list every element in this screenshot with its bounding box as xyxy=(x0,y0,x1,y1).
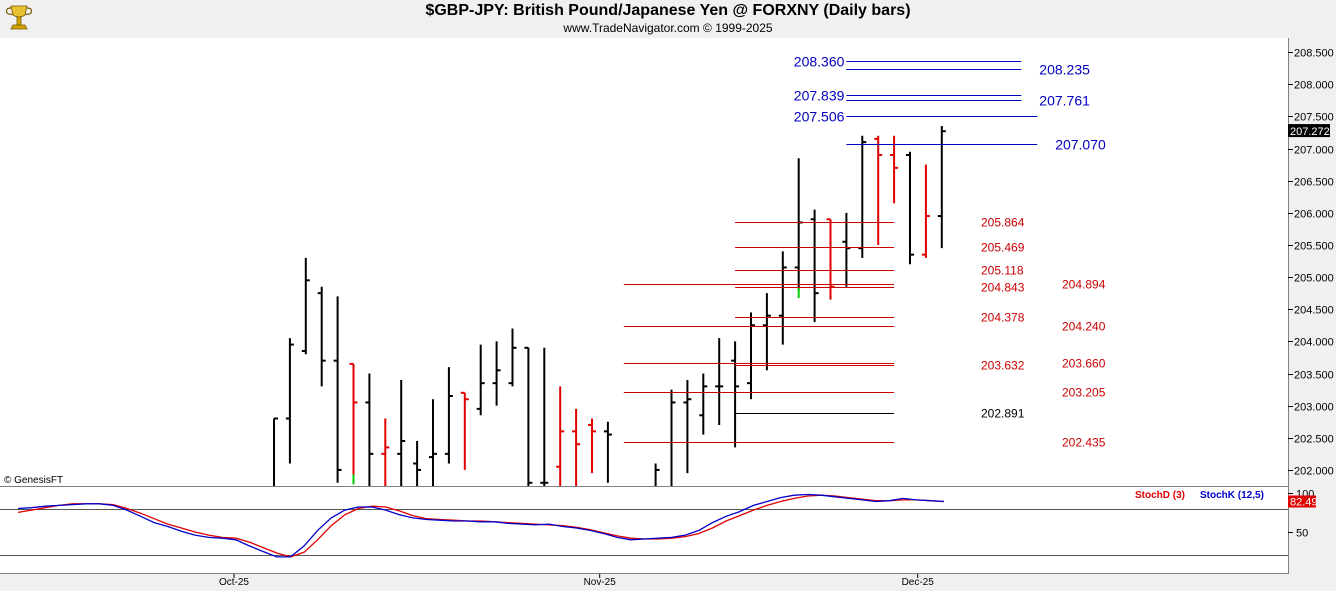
ohlc-bar xyxy=(540,347,549,486)
ohlc-bar xyxy=(349,362,358,485)
stoch-legend-item: StochK (12,5) xyxy=(1200,490,1264,501)
ohlc-bar xyxy=(906,151,914,265)
ohlc-bar xyxy=(429,399,437,486)
ohlc-bar xyxy=(731,341,740,448)
level-label: 207.761 xyxy=(1039,92,1090,108)
level-label: 202.435 xyxy=(1062,436,1106,450)
stochastic-panel xyxy=(0,486,1288,573)
ohlc-bar xyxy=(683,379,692,474)
stoch-last-label: 82.49 xyxy=(1290,496,1318,508)
time-tick-label: Nov-25 xyxy=(584,577,617,588)
ohlc-bar xyxy=(762,293,771,371)
ohlc-bar xyxy=(333,296,342,483)
ohlc-bar xyxy=(670,389,676,486)
price-tick-label: 203.000 xyxy=(1294,402,1334,414)
price-panel xyxy=(0,38,1288,486)
stoch-k-line xyxy=(17,493,945,558)
time-tick-label: Dec-25 xyxy=(902,577,935,588)
ohlc-bar xyxy=(397,379,406,486)
level-label: 203.205 xyxy=(1062,386,1106,400)
time-tick-label: Oct-25 xyxy=(219,577,249,588)
stoch-last-box xyxy=(1288,495,1316,508)
ohlc-bar xyxy=(921,164,930,258)
price-tick-label: 207.000 xyxy=(1294,145,1334,157)
ohlc-bar xyxy=(508,328,517,387)
ohlc-bar xyxy=(476,344,485,416)
watermark: © GenesisFT xyxy=(4,475,63,486)
last-price-label: 207.272 xyxy=(1290,126,1330,138)
ohlc-bar xyxy=(810,209,819,323)
ohlc-bar xyxy=(460,391,469,470)
ohlc-bar xyxy=(444,367,453,464)
ohlc-bar xyxy=(317,286,326,387)
price-tick-label: 206.000 xyxy=(1294,209,1334,221)
level-label: 204.843 xyxy=(981,281,1025,295)
level-label: 203.660 xyxy=(1062,357,1106,371)
last-price-box xyxy=(1288,124,1330,138)
chart-subtitle: www.TradeNavigator.com © 1999-2025 xyxy=(563,21,773,35)
price-tick-label: 205.000 xyxy=(1294,273,1334,285)
ohlc-bar xyxy=(654,463,660,486)
price-tick-label: 204.500 xyxy=(1294,305,1334,317)
level-label: 205.469 xyxy=(981,241,1025,255)
level-label: 208.360 xyxy=(794,53,845,69)
price-tick-label: 203.500 xyxy=(1294,370,1334,382)
level-label: 204.378 xyxy=(981,311,1025,325)
level-label: 204.240 xyxy=(1062,320,1106,334)
price-tick-label: 205.500 xyxy=(1294,241,1334,253)
ohlc-bar xyxy=(273,417,278,486)
level-label: 207.070 xyxy=(1055,136,1106,152)
price-tick-label: 202.500 xyxy=(1294,434,1334,446)
level-label: 204.894 xyxy=(1062,278,1106,292)
level-label: 202.891 xyxy=(981,407,1025,421)
price-tick-label: 202.000 xyxy=(1294,466,1334,478)
ohlc-bar xyxy=(365,373,374,486)
chart-header: $GBP-JPY: British Pound/Japanese Yen @ F… xyxy=(0,0,1336,38)
stoch-legend-item: StochD (3) xyxy=(1135,490,1185,501)
ohlc-bar xyxy=(285,338,294,464)
level-label: 203.632 xyxy=(981,359,1025,373)
price-tick-label: 206.500 xyxy=(1294,177,1334,189)
ohlc-bar xyxy=(492,341,501,406)
ohlc-bar xyxy=(874,135,883,245)
level-label: 207.506 xyxy=(794,108,845,124)
ohlc-bar xyxy=(603,421,612,483)
level-label: 205.864 xyxy=(981,216,1025,230)
price-tick-label: 208.500 xyxy=(1294,48,1334,60)
ohlc-bar xyxy=(588,418,596,474)
price-tick-label: 204.000 xyxy=(1294,337,1334,349)
chart-title: $GBP-JPY: British Pound/Japanese Yen @ F… xyxy=(425,2,911,19)
ohlc-bar xyxy=(937,126,946,249)
ohlc-bar xyxy=(301,257,310,355)
ohlc-bar xyxy=(778,251,787,345)
ohlc-bar xyxy=(556,386,565,486)
stoch-tick-label: 50 xyxy=(1296,528,1308,540)
price-tick-label: 207.500 xyxy=(1294,112,1334,124)
ohlc-bar xyxy=(699,373,708,435)
price-tick-label: 208.000 xyxy=(1294,80,1334,92)
level-label: 205.118 xyxy=(981,264,1024,278)
trophy-icon xyxy=(3,2,35,39)
ohlc-bar xyxy=(524,346,533,486)
ohlc-bar xyxy=(842,212,851,287)
stoch-d-line xyxy=(17,494,945,558)
level-label: 208.235 xyxy=(1039,61,1090,77)
ohlc-bar xyxy=(890,135,899,204)
level-label: 207.839 xyxy=(794,87,845,103)
ohlc-bar xyxy=(858,135,867,258)
ohlc-bar xyxy=(413,441,422,486)
ohlc-bar xyxy=(572,408,581,486)
ohlc-bar xyxy=(715,338,724,425)
ohlc-bar xyxy=(826,218,835,300)
ohlc-bar xyxy=(381,418,390,486)
